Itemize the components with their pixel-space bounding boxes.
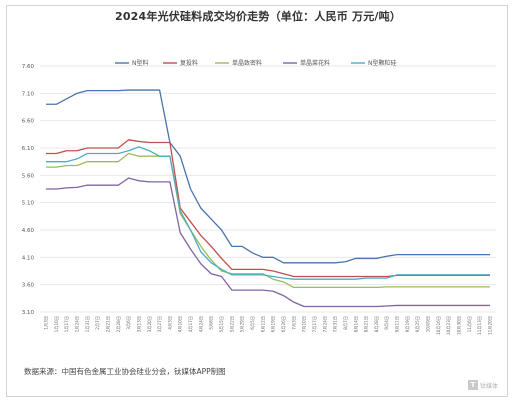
x-tick-label: 9月11日 [395, 316, 401, 332]
chart-frame [6, 5, 508, 397]
x-tick-label: 8月7日 [343, 316, 349, 330]
x-tick-label: 3月27日 [157, 316, 163, 332]
series-line [46, 152, 490, 289]
x-tick-label: 1月17日 [64, 316, 70, 332]
x-tick-label: 3月20日 [147, 316, 153, 332]
x-tick-label: 2月28日 [116, 316, 122, 332]
x-tick-label: 9月25日 [415, 316, 421, 332]
chart-title: 2024年光伏硅料成交均价走势（单位：人民币 万元/吨） [114, 10, 402, 23]
x-tick-label: 10月23日 [446, 316, 452, 335]
x-tick-label: 6月12日 [260, 316, 266, 332]
x-tick-label: 9月19日 [405, 316, 411, 332]
y-tick-label: 7.10 [22, 91, 35, 97]
series-line [46, 177, 490, 308]
x-axis-ticks: 1月3日 1月10日 1月17日 1月24日 1月31日 2月7日 2月21日 2月28日 3月… [44, 316, 494, 335]
legend-label: 单晶致密料 [232, 59, 262, 67]
x-tick-label: 11月6日 [467, 316, 473, 332]
x-tick-label: 4月3日 [167, 316, 173, 330]
x-tick-label: 3月13日 [136, 316, 142, 332]
watermark-logo: T 钛媒体 [468, 378, 502, 392]
x-tick-label: 6月5日 [250, 316, 256, 330]
legend-label: 复投料 [180, 59, 198, 67]
logo-icon: T [468, 380, 478, 390]
x-tick-label: 2月21日 [105, 316, 111, 332]
x-tick-label: 10月30日 [457, 316, 463, 335]
x-tick-label: 1月10日 [54, 316, 60, 332]
y-tick-label: 3.10 [22, 310, 35, 316]
y-tick-label: 7.60 [22, 64, 35, 70]
x-tick-label: 1月3日 [44, 316, 50, 330]
series-line [46, 146, 490, 280]
x-tick-label: 7月3日 [291, 316, 297, 330]
x-tick-label: 9月4日 [384, 316, 390, 330]
y-tick-label: 5.60 [22, 173, 35, 179]
x-tick-label: 4月17日 [188, 316, 194, 332]
x-tick-label: 4月10日 [178, 316, 184, 332]
x-tick-label: 8月14日 [353, 316, 359, 332]
x-tick-label: 2月7日 [95, 316, 101, 330]
x-tick-label: 7月10日 [302, 316, 308, 332]
legend-label: N型料 [132, 59, 149, 67]
y-axis-ticks: 7.60 7.10 6.60 6.10 5.60 5.10 4.60 4.10 3.60 3.10 [22, 64, 35, 316]
x-tick-label: 5月29日 [240, 316, 246, 332]
watermark-text: 钛媒体 [480, 382, 499, 390]
y-tick-label: 4.60 [22, 228, 35, 234]
x-tick-label: 11月13日 [477, 316, 483, 335]
x-tick-label: 8月28日 [374, 316, 380, 332]
x-tick-label: 5月15日 [219, 316, 225, 332]
x-tick-label: 10月16日 [436, 316, 442, 335]
y-tick-label: 4.10 [22, 255, 35, 261]
x-tick-label: 7月17日 [312, 316, 318, 332]
x-tick-label: 4月24日 [198, 316, 204, 332]
x-tick-label: 7月31日 [333, 316, 339, 332]
legend-label: N型颗粒硅 [368, 59, 397, 67]
x-tick-label: 8月21日 [364, 316, 370, 332]
y-tick-label: 3.60 [22, 283, 35, 289]
legend: N型料 复投料 单晶致密料 单晶菜花料 N型颗粒硅 [115, 59, 397, 67]
x-tick-label: 5月22日 [229, 316, 235, 332]
x-tick-label: 6月26日 [281, 316, 287, 332]
x-tick-label: 7月24日 [322, 316, 328, 332]
series-line [46, 89, 490, 264]
x-tick-label: 6月19日 [271, 316, 277, 332]
series-lines [46, 89, 490, 308]
data-source-note: 数据来源：中国有色金属工业协会硅业分会，钛媒体APP制图 [24, 367, 226, 376]
x-tick-label: 5月8日 [209, 316, 215, 330]
x-tick-label: 11月20日 [488, 316, 494, 335]
y-tick-label: 6.10 [22, 146, 35, 152]
y-tick-label: 5.10 [22, 201, 35, 207]
x-tick-label: 1月24日 [74, 316, 80, 332]
series-line [46, 139, 490, 278]
x-tick-label: 1月31日 [85, 316, 91, 332]
x-tick-label: 3月6日 [126, 316, 132, 330]
legend-label: 单晶菜花料 [300, 59, 330, 67]
y-tick-label: 6.60 [22, 119, 35, 125]
x-tick-label: 10月9日 [426, 316, 432, 332]
